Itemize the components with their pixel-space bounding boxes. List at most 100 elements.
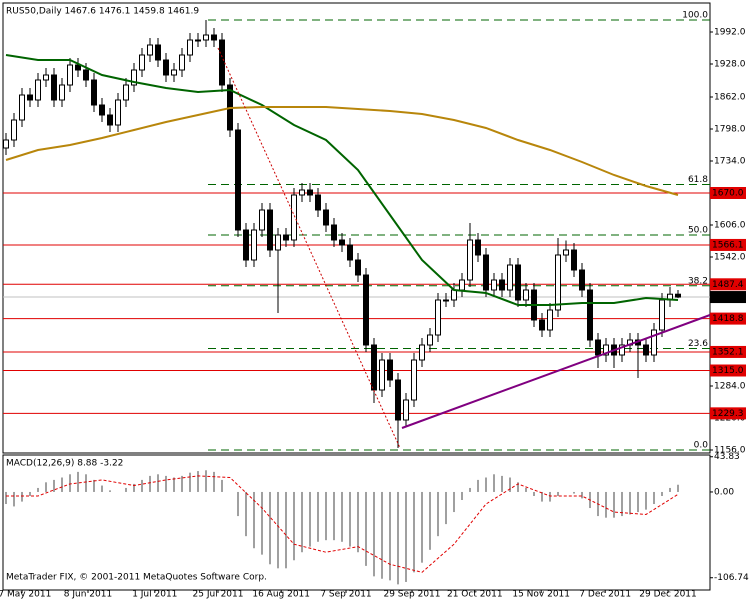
trend-line bbox=[401, 314, 711, 429]
y-tick-label: 1284.0 bbox=[714, 382, 746, 392]
y-tick-label: 1542.0 bbox=[714, 253, 746, 263]
level-tag bbox=[710, 278, 746, 291]
candle-body bbox=[163, 59, 169, 76]
candle-body bbox=[115, 99, 121, 126]
candle-body bbox=[651, 329, 657, 356]
candle-body bbox=[571, 249, 577, 271]
candle-body bbox=[91, 79, 97, 106]
candle-body bbox=[387, 359, 393, 381]
candle-body bbox=[523, 289, 529, 301]
fib-label: 100.0 bbox=[682, 11, 708, 21]
level-tag bbox=[710, 312, 746, 325]
candle-body bbox=[43, 74, 49, 81]
candle-body bbox=[171, 69, 177, 76]
level-label: 1418.8 bbox=[712, 314, 744, 324]
candle-body bbox=[275, 234, 281, 251]
fib-label: 0.0 bbox=[694, 441, 709, 451]
footer: MetaTrader FIX, © 2001-2011 MetaQuotes S… bbox=[6, 573, 267, 583]
signal-line bbox=[6, 475, 679, 573]
fib-label: 50.0 bbox=[688, 226, 708, 236]
candle-body bbox=[355, 259, 361, 276]
candle-body bbox=[491, 279, 497, 291]
candle-body bbox=[395, 379, 401, 421]
candle-body bbox=[427, 334, 433, 346]
candle-body bbox=[67, 64, 73, 86]
level-tag bbox=[710, 345, 746, 358]
x-tick-label: 7 Dec 2011 bbox=[579, 590, 631, 600]
y-tick-label: 1798.0 bbox=[714, 125, 746, 135]
candle-body bbox=[259, 209, 265, 231]
candle-body bbox=[75, 64, 81, 71]
candle-body bbox=[475, 239, 481, 256]
y-tick-label: 1928.0 bbox=[714, 60, 746, 70]
candle-body bbox=[403, 399, 409, 421]
candle-body bbox=[451, 289, 457, 301]
candle-body bbox=[555, 254, 561, 311]
candle-body bbox=[243, 229, 249, 261]
level-label: 1352.1 bbox=[712, 347, 744, 357]
y-tick-label: 1156.0 bbox=[714, 446, 746, 456]
candle-body bbox=[515, 264, 521, 301]
candle-body bbox=[267, 209, 273, 251]
candle-body bbox=[419, 344, 425, 361]
candle-body bbox=[483, 254, 489, 291]
y-tick-label: 0.00 bbox=[714, 487, 734, 497]
candle-body bbox=[315, 194, 321, 211]
candle-body bbox=[83, 69, 89, 81]
candle-body bbox=[307, 189, 313, 196]
candle-body bbox=[539, 319, 545, 331]
candle-body bbox=[587, 289, 593, 341]
candle-body bbox=[499, 279, 505, 291]
x-tick-label: 25 Jul 2011 bbox=[193, 590, 244, 600]
fib-label: 61.8 bbox=[688, 175, 708, 185]
candle-body bbox=[219, 39, 225, 86]
fib-label: 23.6 bbox=[688, 339, 708, 349]
fib-label: 38.2 bbox=[688, 276, 708, 286]
level-label: 1229.3 bbox=[712, 409, 744, 419]
candle-body bbox=[363, 274, 369, 346]
candle-body bbox=[467, 239, 473, 281]
candle-body bbox=[339, 239, 345, 246]
candle-body bbox=[155, 44, 161, 61]
candle-body bbox=[643, 344, 649, 356]
candle-body bbox=[603, 344, 609, 356]
x-tick-label: 16 Aug 2011 bbox=[252, 590, 310, 600]
current-price-label: 1461.9 bbox=[712, 293, 744, 303]
candle-body bbox=[435, 299, 441, 336]
candle-body bbox=[547, 309, 553, 331]
y-tick-label: 1606.0 bbox=[714, 221, 746, 231]
trend-line bbox=[217, 47, 401, 449]
x-tick-label: 29 Dec 2011 bbox=[639, 590, 697, 600]
candle-body bbox=[459, 279, 465, 291]
candle-body bbox=[291, 194, 297, 241]
candle-body bbox=[51, 74, 57, 101]
candle-body bbox=[195, 39, 201, 42]
candle-body bbox=[211, 34, 217, 41]
candle-body bbox=[27, 94, 33, 101]
candle-body bbox=[3, 139, 9, 149]
x-tick-label: 29 Sep 2011 bbox=[383, 590, 440, 600]
level-tag bbox=[710, 364, 746, 377]
y-tick-label: 1992.0 bbox=[714, 28, 746, 38]
x-tick-label: 21 Oct 2011 bbox=[447, 590, 503, 600]
x-tick-label: 8 Jun 2011 bbox=[64, 590, 112, 600]
candle-body bbox=[443, 299, 449, 302]
level-label: 1566.1 bbox=[712, 240, 744, 250]
candle-body bbox=[619, 344, 625, 356]
candle-body bbox=[179, 54, 185, 71]
candle-body bbox=[563, 249, 569, 256]
chart-title: RUS50,Daily 1467.6 1476.1 1459.8 1461.9 bbox=[6, 7, 199, 17]
candle-body bbox=[507, 264, 513, 291]
candle-body bbox=[347, 244, 353, 261]
y-tick-label: 1734.0 bbox=[714, 157, 746, 167]
candle-body bbox=[35, 79, 41, 101]
candle-body bbox=[203, 34, 209, 41]
candle-body bbox=[11, 119, 17, 141]
level-tag bbox=[710, 238, 746, 251]
candle-body bbox=[123, 84, 129, 101]
candle-body bbox=[19, 94, 25, 121]
candle-body bbox=[323, 209, 329, 226]
candle-body bbox=[107, 114, 113, 126]
level-label: 1670.0 bbox=[712, 189, 744, 199]
